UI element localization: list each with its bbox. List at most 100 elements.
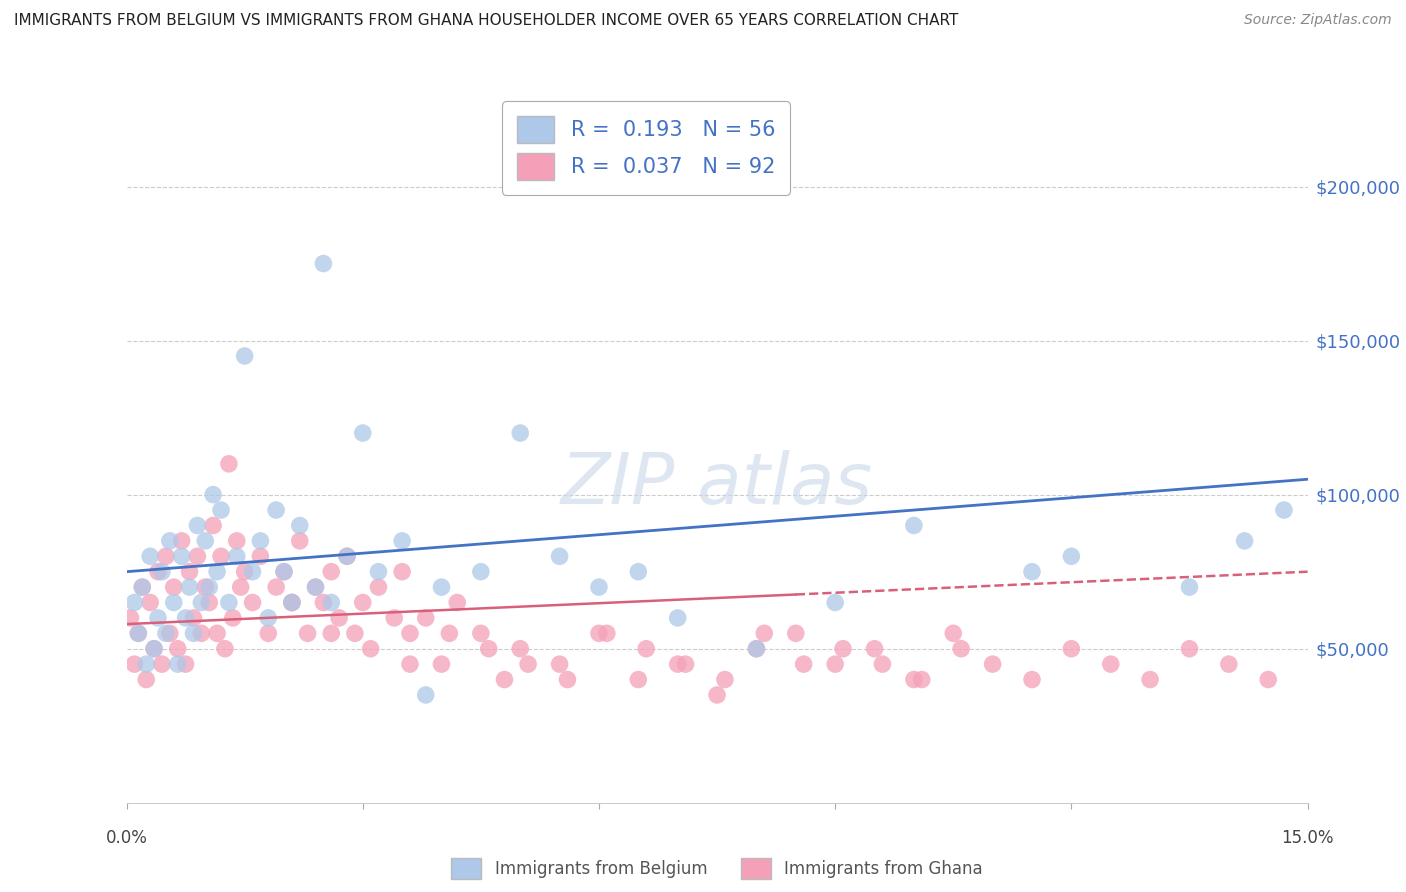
Point [588, 580, 610, 594]
Text: Source: ZipAtlas.com: Source: ZipAtlas.com [1244, 13, 1392, 28]
Point [120, 611, 142, 625]
Point [439, 626, 461, 640]
Point [666, 657, 689, 672]
Point [1257, 673, 1279, 687]
Point [754, 626, 776, 640]
Point [166, 657, 188, 672]
Point [360, 641, 382, 656]
Point [509, 425, 531, 440]
Point [785, 626, 807, 640]
Point [281, 595, 304, 609]
Text: 0.0%: 0.0% [105, 829, 148, 847]
Point [745, 641, 768, 656]
Point [143, 641, 166, 656]
Point [430, 580, 453, 594]
Point [139, 549, 162, 564]
Point [170, 549, 193, 564]
Point [179, 580, 201, 594]
Point [127, 626, 149, 640]
Point [179, 565, 201, 579]
Point [478, 641, 501, 656]
Legend: Immigrants from Belgium, Immigrants from Ghana: Immigrants from Belgium, Immigrants from… [441, 848, 993, 889]
Point [636, 641, 658, 656]
Point [304, 580, 326, 594]
Point [288, 533, 311, 548]
Point [1099, 657, 1122, 672]
Point [352, 425, 374, 440]
Point [304, 580, 326, 594]
Point [872, 657, 894, 672]
Point [627, 565, 650, 579]
Point [124, 657, 146, 672]
Point [415, 688, 437, 702]
Point [336, 549, 359, 564]
Point [470, 626, 492, 640]
Point [297, 626, 319, 640]
Point [249, 549, 271, 564]
Point [166, 641, 188, 656]
Point [218, 457, 240, 471]
Point [382, 611, 405, 625]
Point [824, 595, 846, 609]
Point [824, 657, 846, 672]
Point [135, 673, 157, 687]
Point [494, 673, 516, 687]
Point [675, 657, 697, 672]
Point [1233, 533, 1256, 548]
Point [146, 565, 169, 579]
Point [430, 657, 453, 672]
Point [273, 565, 295, 579]
Point [131, 580, 153, 594]
Point [174, 657, 197, 672]
Point [627, 673, 650, 687]
Point [321, 626, 343, 640]
Point [214, 641, 236, 656]
Point [1139, 673, 1161, 687]
Point [352, 595, 374, 609]
Point [264, 503, 287, 517]
Point [190, 595, 212, 609]
Point [548, 657, 571, 672]
Point [163, 580, 186, 594]
Point [706, 688, 728, 702]
Point [548, 549, 571, 564]
Point [205, 565, 228, 579]
Point [343, 626, 366, 640]
Point [1021, 673, 1043, 687]
Point [517, 657, 540, 672]
Point [225, 549, 247, 564]
Point [135, 657, 157, 672]
Point [666, 611, 689, 625]
Point [194, 533, 217, 548]
Point [202, 518, 225, 533]
Point [264, 580, 287, 594]
Point [150, 657, 173, 672]
Point [911, 673, 934, 687]
Point [1178, 641, 1201, 656]
Point [183, 626, 205, 640]
Point [218, 595, 240, 609]
Point [446, 595, 468, 609]
Point [159, 626, 181, 640]
Point [588, 626, 610, 640]
Point [233, 565, 256, 579]
Point [150, 565, 173, 579]
Point [222, 611, 245, 625]
Point [155, 626, 177, 640]
Point [257, 611, 280, 625]
Point [336, 549, 359, 564]
Point [233, 349, 256, 363]
Point [163, 595, 186, 609]
Point [229, 580, 252, 594]
Point [202, 488, 225, 502]
Point [391, 565, 413, 579]
Text: ZIP atlas: ZIP atlas [561, 450, 873, 518]
Point [745, 641, 768, 656]
Text: 15.0%: 15.0% [1281, 829, 1334, 847]
Point [470, 565, 492, 579]
Point [159, 533, 181, 548]
Point [328, 611, 350, 625]
Point [249, 533, 271, 548]
Point [225, 533, 247, 548]
Point [367, 580, 389, 594]
